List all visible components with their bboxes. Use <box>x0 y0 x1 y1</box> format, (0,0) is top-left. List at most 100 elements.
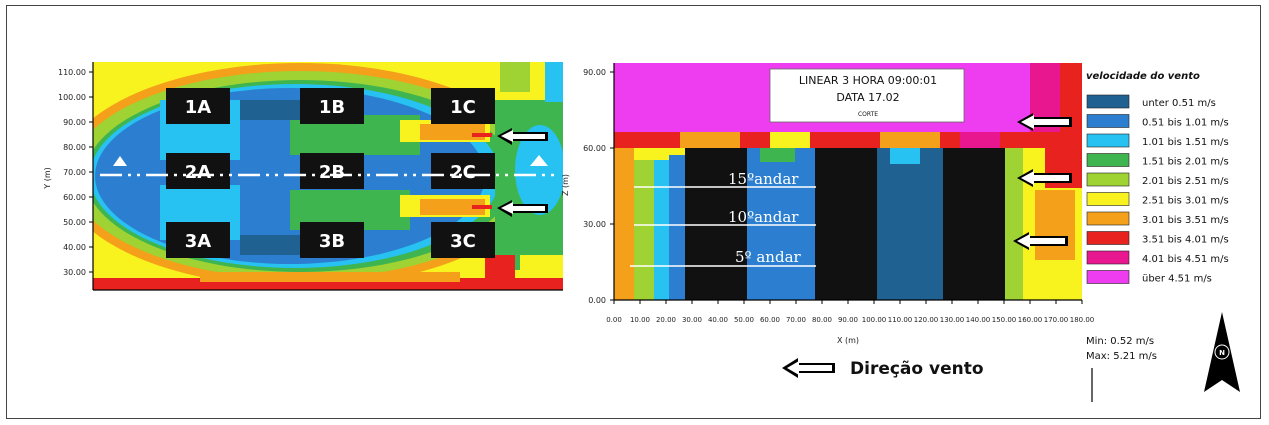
section-x-tick-label: 100.00 <box>862 316 887 324</box>
block-label-2c: 2C <box>450 162 476 183</box>
floor-label-15: 15ºandar <box>728 170 799 188</box>
building-1b <box>300 88 364 124</box>
building-3a <box>166 222 230 258</box>
legend-label: 1.01 bis 1.51 m/s <box>1142 137 1229 148</box>
legend-swatch <box>1086 211 1130 226</box>
legend-label: über 4.51 m/s <box>1142 274 1212 285</box>
legend-max: Max: 5.21 m/s <box>1086 351 1157 362</box>
floor-label-5: 5º andar <box>735 248 802 266</box>
north-label: N <box>1219 349 1225 357</box>
plan-y-tick-label: 30.00 <box>63 268 86 277</box>
building-3c <box>431 222 495 258</box>
section-z-tick-label: 30.00 <box>583 220 606 229</box>
legend-label: 0.51 bis 1.01 m/s <box>1142 118 1229 129</box>
cut-marker-left-icon <box>113 156 127 166</box>
section-wind-arrow-middle-icon <box>1017 169 1072 187</box>
plan-y-tick-label: 60.00 <box>63 193 86 202</box>
block-label-1b: 1B <box>319 97 345 118</box>
info-line-1: LINEAR 3 HORA 09:00:01 <box>799 74 937 87</box>
section-x-tick-label: 0.00 <box>606 316 622 324</box>
info-line-3: CORTE <box>858 111 878 118</box>
section-x-tick-label: 160.00 <box>1018 316 1043 324</box>
legend-swatch <box>1086 94 1130 109</box>
building-1c <box>431 88 495 124</box>
section-x-tick-label: 150.00 <box>992 316 1017 324</box>
section-x-tick-label: 70.00 <box>786 316 806 324</box>
section-x-label: X (m) <box>837 336 859 345</box>
info-box <box>769 68 965 123</box>
building-1a <box>166 88 230 124</box>
block-label-1a: 1A <box>185 97 212 118</box>
legend: velocidade do vento unter 0.51 m/s 0.51 b… <box>1086 71 1229 402</box>
legend-swatch <box>1086 250 1130 265</box>
plan-y-tick-label: 70.00 <box>63 168 86 177</box>
building-2a <box>166 153 230 189</box>
section-z-label: Z (m) <box>561 174 570 196</box>
block-label-3b: 3B <box>319 231 345 252</box>
plan-y-tick-label: 40.00 <box>63 243 86 252</box>
section-view: 90.00 60.00 30.00 0.00 0.00 10.00 20.00 30.00 4… <box>561 63 1094 345</box>
section-z-tick-label: 0.00 <box>588 296 606 305</box>
legend-swatch <box>1086 114 1130 128</box>
section-z-ticks: 90.00 60.00 30.00 0.00 <box>583 68 614 305</box>
legend-title: velocidade do vento <box>1086 71 1200 82</box>
legend-label: 1.51 bis 2.01 m/s <box>1142 157 1229 168</box>
block-label-2a: 2A <box>185 162 212 183</box>
legend-items: unter 0.51 m/s 0.51 bis 1.01 m/s 1.01 bis … <box>1086 94 1229 285</box>
section-x-tick-label: 170.00 <box>1044 316 1069 324</box>
building-2b <box>300 153 364 189</box>
block-label-2b: 2B <box>319 162 345 183</box>
section-x-tick-label: 180.00 <box>1070 316 1095 324</box>
plan-y-tick-label: 50.00 <box>63 218 86 227</box>
legend-label: 3.01 bis 3.51 m/s <box>1142 215 1229 226</box>
section-x-ticks: 0.00 10.00 20.00 30.00 40.00 50.00 60.00 70.00 8… <box>606 300 1094 324</box>
legend-label: 4.01 bis 4.51 m/s <box>1142 254 1229 265</box>
plan-y-label: Y (m) <box>43 167 52 189</box>
block-label-3a: 3A <box>185 231 212 252</box>
legend-swatch <box>1086 172 1130 187</box>
block-label-1c: 1C <box>450 97 476 118</box>
legend-swatch <box>1086 231 1130 245</box>
section-x-tick-label: 60.00 <box>760 316 780 324</box>
wind-direction-arrow-icon <box>782 358 835 378</box>
plan-y-tick-label: 100.00 <box>58 93 86 102</box>
section-wind-arrow-bottom-icon <box>1013 232 1068 250</box>
plan-y-tick-label: 90.00 <box>63 118 86 127</box>
section-x-tick-label: 10.00 <box>630 316 650 324</box>
wind-direction-label: Direção vento <box>850 359 984 379</box>
legend-label: 2.01 bis 2.51 m/s <box>1142 176 1229 187</box>
section-x-tick-label: 20.00 <box>656 316 676 324</box>
block-label-3c: 3C <box>450 231 476 252</box>
floor-label-10: 10ºandar <box>728 208 799 226</box>
legend-label: unter 0.51 m/s <box>1142 98 1216 109</box>
legend-swatch <box>1086 270 1130 284</box>
section-z-tick-label: 90.00 <box>583 68 606 77</box>
cut-marker-right-icon <box>530 155 548 166</box>
legend-min: Min: 0.52 m/s <box>1086 336 1154 347</box>
section-x-tick-label: 80.00 <box>812 316 832 324</box>
info-line-2: DATA 17.02 <box>836 91 899 104</box>
section-x-tick-label: 140.00 <box>966 316 991 324</box>
section-wind-arrow-top-icon <box>1017 113 1072 131</box>
plan-y-tick-label: 80.00 <box>63 143 86 152</box>
plan-buildings: 1A 1B 1C 2A 2B 2C 3A 3B 3C <box>166 88 495 258</box>
legend-label: 3.51 bis 4.01 m/s <box>1142 235 1229 246</box>
plan-wind-arrow-lower-icon <box>472 200 548 217</box>
wind-direction-caption: Direção vento <box>782 358 984 379</box>
section-x-tick-label: 30.00 <box>682 316 702 324</box>
section-x-tick-label: 120.00 <box>914 316 939 324</box>
plan-wind-arrow-upper-icon <box>472 128 548 145</box>
section-x-tick-label: 130.00 <box>940 316 965 324</box>
section-x-tick-label: 50.00 <box>734 316 754 324</box>
section-z-tick-label: 60.00 <box>583 144 606 153</box>
building-3b <box>300 222 364 258</box>
north-arrow-icon: N <box>1204 312 1240 392</box>
legend-swatch <box>1086 153 1130 167</box>
legend-swatch <box>1086 133 1130 148</box>
section-x-tick-label: 40.00 <box>708 316 728 324</box>
legend-label: 2.51 bis 3.01 m/s <box>1142 196 1229 207</box>
plan-y-ticks: 110.00 100.00 90.00 80.00 70.00 60.00 50.00 40.… <box>58 68 93 277</box>
plan-view: 110.00 100.00 90.00 80.00 70.00 60.00 50.00 40.… <box>43 62 563 291</box>
legend-swatch <box>1086 192 1130 206</box>
